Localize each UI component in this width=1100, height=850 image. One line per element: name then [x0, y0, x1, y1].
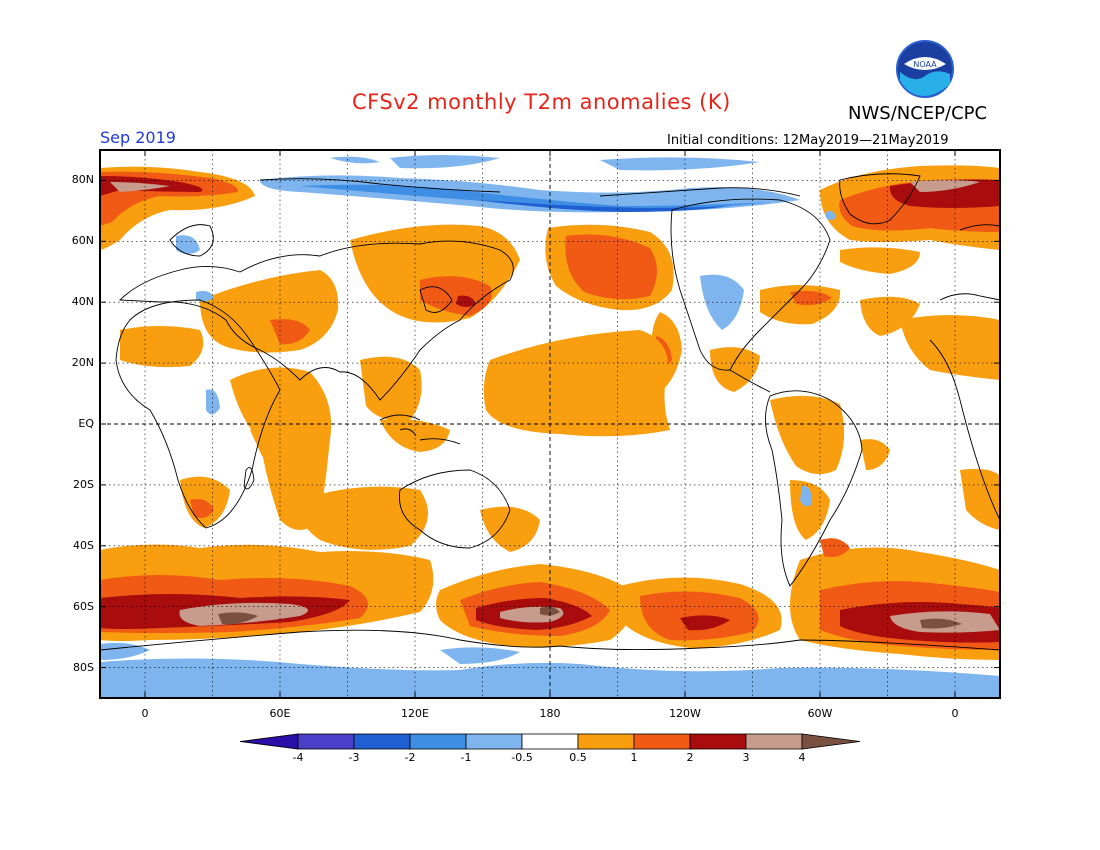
coastlines: [100, 173, 1000, 651]
colorbar-label: 0.5: [569, 751, 587, 764]
latitude-label: 60N: [71, 234, 94, 248]
colorbar-segment: [745, 733, 803, 750]
forecast-month: Sep 2019: [100, 128, 176, 147]
latitude-label: 60S: [73, 599, 94, 613]
latitude-label: 20N: [71, 356, 94, 370]
colorbar-segment: [465, 733, 523, 750]
latitude-label: 20S: [73, 477, 94, 491]
colorbar-segment: [353, 733, 411, 750]
initial-conditions: Initial conditions: 12May2019—21May2019: [667, 133, 949, 148]
colorbar-segment: [521, 733, 579, 750]
longitude-label: 180: [539, 707, 561, 720]
colorbar-label: 4: [798, 751, 806, 764]
colorbar-segment: [409, 733, 467, 750]
colorbar-label: 3: [742, 751, 750, 764]
colorbar-min-arrow: [239, 733, 299, 750]
longitude-label: 0: [141, 707, 149, 720]
longitude-label: 120W: [669, 707, 701, 720]
longitude-label: 120E: [401, 707, 429, 720]
latitude-label: 40S: [73, 538, 94, 552]
colorbar-max-arrow: [801, 733, 861, 750]
colorbar-label: -4: [292, 751, 304, 764]
latitude-label: EQ: [78, 417, 94, 430]
colorbar-label: -2: [404, 751, 416, 764]
colorbar-segment: [577, 733, 635, 750]
organization-label: NWS/NCEP/CPC: [848, 103, 988, 124]
noaa-logo-icon: NOAA: [896, 40, 954, 98]
svg-text:NOAA: NOAA: [913, 60, 937, 69]
chart-title: CFSv2 monthly T2m anomalies (K): [352, 90, 731, 114]
colorbar-label: -3: [348, 751, 360, 764]
colorbar-label: 1: [630, 751, 638, 764]
longitude-label: 0: [951, 707, 959, 720]
colorbar-label: -0.5: [511, 751, 533, 764]
latitude-label: 80S: [73, 660, 94, 674]
colorbar: [239, 733, 861, 750]
colorbar-label: -1: [460, 751, 472, 764]
longitude-label: 60E: [269, 707, 291, 720]
latitude-label: 80N: [71, 173, 94, 187]
colorbar-label: 2: [686, 751, 694, 764]
longitude-label: 60W: [807, 707, 833, 720]
colorbar-segment: [633, 733, 691, 750]
latitude-label: 40N: [71, 295, 94, 309]
colorbar-segment: [297, 733, 355, 750]
colorbar-segment: [689, 733, 747, 750]
